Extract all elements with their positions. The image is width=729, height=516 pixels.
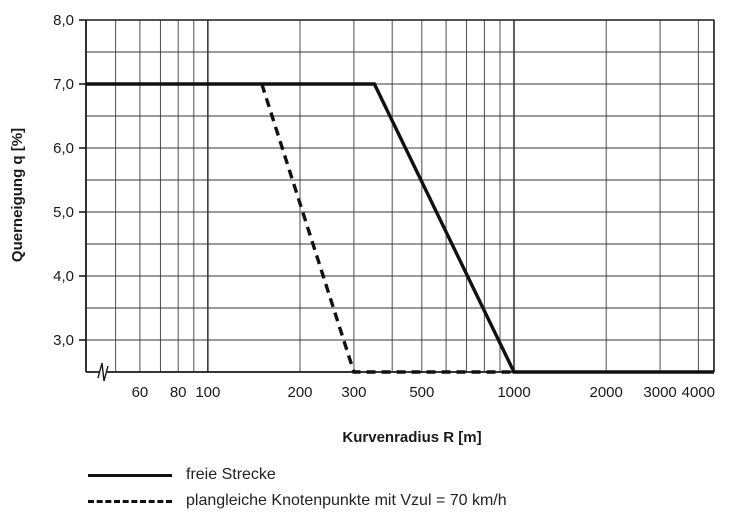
- chart-figure: 3,0 4,0 5,0 6,0 7,0 8,0 60 80 100 200 300 500 1000 20…: [0, 0, 729, 460]
- axis-break-icon: [97, 362, 109, 382]
- y-tick-label: 5,0: [53, 204, 74, 221]
- x-tick-label: 100: [195, 384, 220, 401]
- legend-swatch-solid: [88, 473, 172, 477]
- x-tick-label: 3000: [643, 384, 676, 401]
- legend-swatch-dashed: [88, 499, 172, 503]
- legend-item-knotenpunkte: plangleiche Knotenpunkte mit Vzul = 70 k…: [88, 488, 728, 514]
- x-tick-label: 1000: [497, 384, 530, 401]
- y-axis-label: Querneigung q [%]: [9, 128, 26, 262]
- legend-label: freie Strecke: [186, 466, 276, 483]
- x-tick-label: 200: [287, 384, 312, 401]
- y-tick-label: 3,0: [53, 332, 74, 349]
- x-tick-label: 300: [341, 384, 366, 401]
- y-tick-label: 4,0: [53, 268, 74, 285]
- y-tick-label: 7,0: [53, 76, 74, 93]
- y-tick-label: 6,0: [53, 140, 74, 157]
- chart-grid: [86, 20, 714, 372]
- x-tick-label: 60: [132, 384, 149, 401]
- x-axis-label: Kurvenradius R [m]: [342, 429, 481, 446]
- chart-series-group: [86, 82, 714, 374]
- x-tick-label: 80: [170, 384, 187, 401]
- x-tick-label: 4000: [682, 384, 715, 401]
- x-tick-label: 2000: [589, 384, 622, 401]
- y-tick-label: 8,0: [53, 12, 74, 29]
- series-line-knotenpunkte: [260, 83, 514, 374]
- legend-item-freie-strecke: freie Strecke: [88, 462, 728, 488]
- chart-legend: freie Strecke plangleiche Knotenpunkte m…: [88, 462, 728, 514]
- chart-background: [0, 0, 729, 460]
- legend-label: plangleiche Knotenpunkte mit Vzul = 70 k…: [186, 492, 507, 509]
- series-line-freie-strecke: [86, 82, 714, 374]
- x-tick-label: 500: [409, 384, 434, 401]
- chart-tick-labels: 3,0 4,0 5,0 6,0 7,0 8,0 60 80 100 200 300 500 1000 20…: [53, 12, 715, 401]
